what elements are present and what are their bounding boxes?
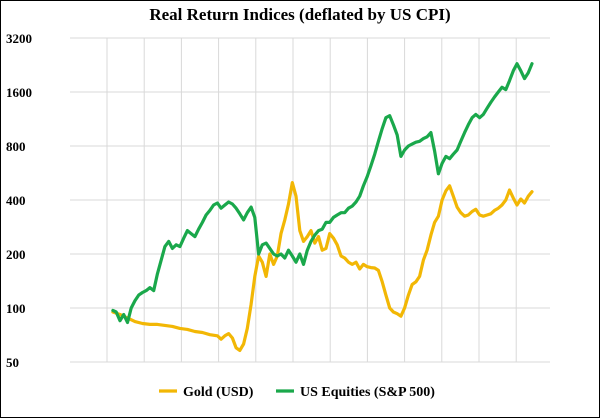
series-lines xyxy=(111,62,534,352)
equities-series-line xyxy=(111,62,534,325)
gold-series-line xyxy=(111,181,534,352)
legend: Gold (USD) US Equities (S&P 500) xyxy=(159,385,435,400)
y-tick-label: 200 xyxy=(6,247,26,262)
chart-title: Real Return Indices (deflated by US CPI) xyxy=(149,5,450,24)
y-axis-ticks: 3200 1600 800 400 200 100 50 xyxy=(6,31,32,370)
y-tick-label: 800 xyxy=(6,139,26,154)
legend-equities-label: US Equities (S&P 500) xyxy=(300,385,435,400)
y-tick-label: 3200 xyxy=(6,31,32,46)
y-tick-label: 1600 xyxy=(6,85,32,100)
legend-gold-label: Gold (USD) xyxy=(183,385,254,400)
y-tick-label: 400 xyxy=(6,193,26,208)
y-tick-label: 50 xyxy=(6,355,19,370)
grid-lines xyxy=(70,37,550,363)
y-tick-label: 100 xyxy=(6,301,26,316)
